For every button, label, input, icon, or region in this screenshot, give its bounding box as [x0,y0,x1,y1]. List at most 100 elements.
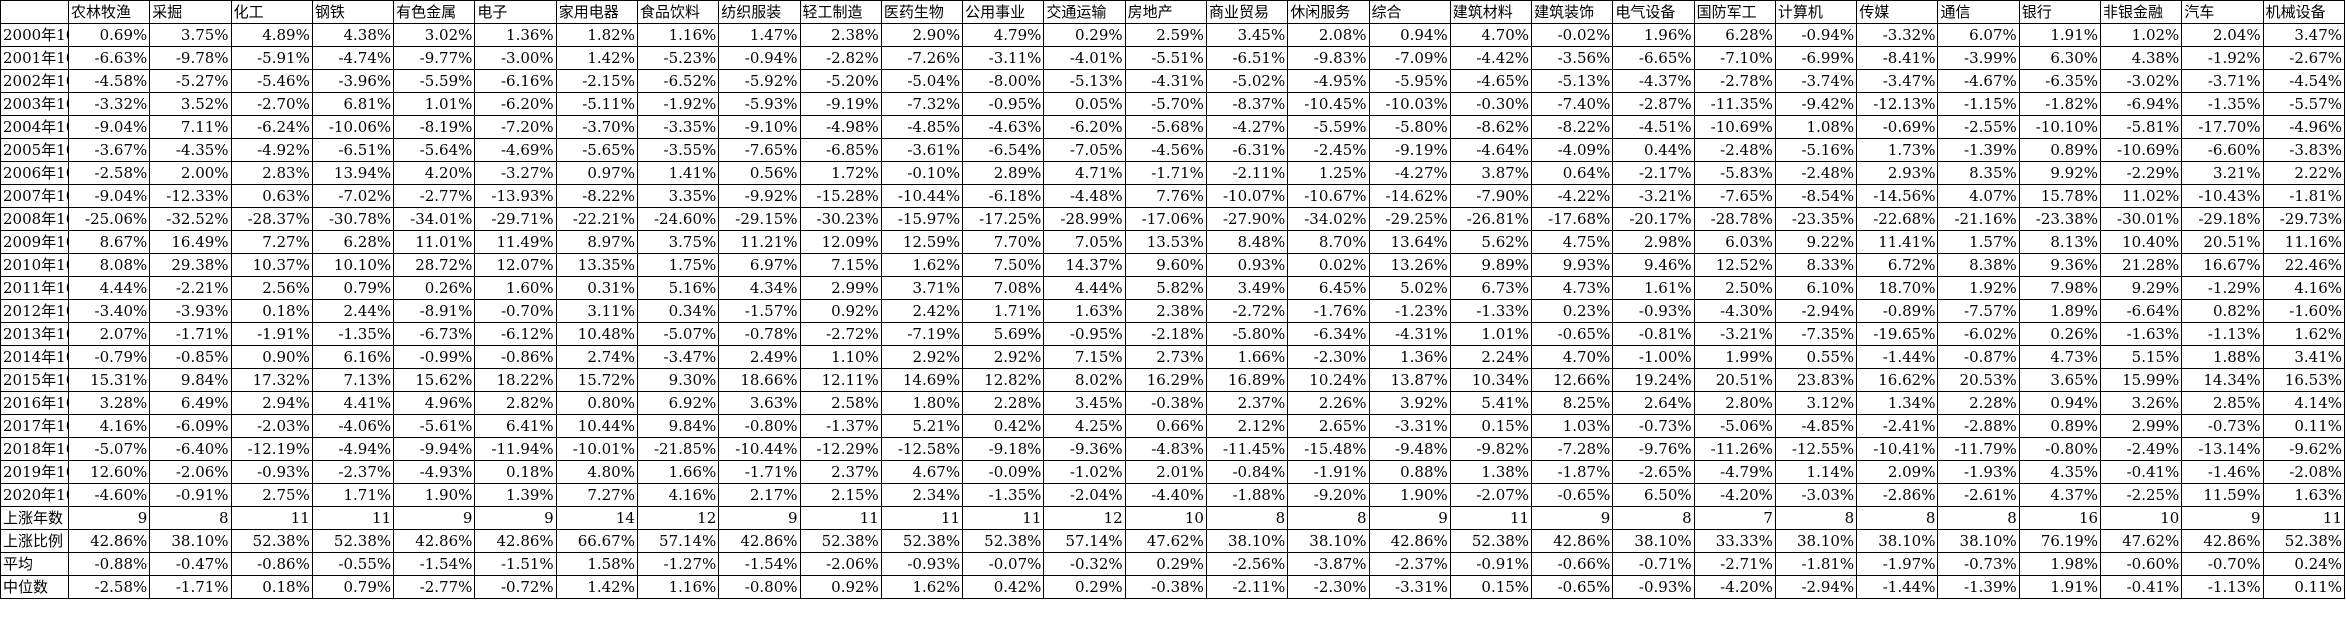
value-cell: 18.66% [718,368,801,392]
row-label: 2014年10月 [0,345,69,369]
column-header: 商业贸易 [1205,0,1289,24]
value-cell: -1.57% [718,299,801,323]
value-cell: 7.15% [1043,345,1126,369]
row-label: 2016年10月 [0,391,69,415]
summary-cell: 42.86% [1368,529,1451,553]
value-cell: 6.92% [636,391,720,415]
value-cell: 12.11% [799,368,882,392]
value-cell: 3.45% [1205,23,1289,47]
value-cell: -3.56% [1531,46,1614,70]
column-header: 钢铁 [311,0,395,24]
value-cell: 5.41% [1449,391,1533,415]
value-cell: -5.20% [799,69,882,93]
summary-cell: 9 [2181,506,2264,530]
value-cell: 4.75% [1531,230,1614,254]
value-cell: 3.63% [718,391,801,415]
value-cell: -9.82% [1449,437,1533,461]
value-cell: 1.01% [1449,322,1533,346]
value-cell: 2.17% [718,483,801,507]
value-cell: 4.73% [1531,276,1614,300]
value-cell: -29.18% [2181,207,2264,231]
column-header: 汽车 [2181,0,2264,24]
summary-cell: 66.67% [555,529,638,553]
data-row: 2004年10月-9.04%7.11%-6.24%-10.06%-8.19%-7… [0,115,2346,139]
value-cell: 12.59% [880,230,964,254]
value-cell: 3.21% [2181,161,2264,185]
value-cell: -13.14% [2181,437,2264,461]
value-cell: 6.73% [1449,276,1533,300]
value-cell: 6.72% [1856,253,1939,277]
data-row: 2010年10月8.08%29.38%10.37%10.10%28.72%12.… [0,253,2346,277]
value-cell: 2.01% [1124,460,1207,484]
value-cell: -1.13% [2181,322,2264,346]
value-cell: 2.04% [2181,23,2264,47]
value-cell: -6.16% [474,69,557,93]
summary-cell: 42.86% [2181,529,2264,553]
value-cell: 6.81% [311,92,395,116]
value-cell: -1.23% [1368,299,1451,323]
value-cell: -0.79% [67,345,151,369]
data-row: 2012年10月-3.40%-3.93%0.18%2.44%-8.91%-0.7… [0,299,2346,323]
value-cell: -0.81% [1612,322,1695,346]
value-cell: -0.95% [1043,322,1126,346]
value-cell: -27.90% [1205,207,1289,231]
value-cell: 13.94% [311,161,395,185]
column-header: 综合 [1368,0,1451,24]
value-cell: -3.31% [1368,414,1451,438]
value-cell: 11.02% [2100,184,2183,208]
value-cell: 7.08% [962,276,1045,300]
value-cell: -5.80% [1205,322,1289,346]
value-cell: 28.72% [393,253,476,277]
row-label: 2005年10月 [0,138,69,162]
value-cell: 0.44% [1612,138,1695,162]
summary-cell: 42.86% [718,529,801,553]
value-cell: 4.73% [2018,345,2102,369]
value-cell: -5.11% [555,92,638,116]
header-row: 农林牧渔 采掘 化工 钢铁 有色金属 电子 家用电器 食品饮料 纺织服装 轻工制造 医药生物 公用事业… [0,0,2346,24]
value-cell: 12.82% [962,368,1045,392]
value-cell: 2.38% [1124,299,1207,323]
value-cell: 2.28% [1937,391,2020,415]
value-cell: 12.07% [474,253,557,277]
value-cell: -3.02% [2100,69,2183,93]
value-cell: -28.37% [230,207,313,231]
value-cell: -8.54% [1774,184,1858,208]
value-cell: -1.93% [1937,460,2020,484]
value-cell: -12.58% [880,437,964,461]
summary-cell: 11 [962,506,1045,530]
value-cell: 12.66% [1531,368,1614,392]
value-cell: 9.89% [1449,253,1533,277]
column-header: 电气设备 [1612,0,1695,24]
value-cell: 6.28% [1693,23,1776,47]
column-header: 计算机 [1774,0,1858,24]
value-cell: 0.15% [1449,414,1533,438]
row-label: 2012年10月 [0,299,69,323]
summary-cell: -1.97% [1856,552,1939,576]
value-cell: -3.55% [636,138,720,162]
value-cell: 2.50% [1693,276,1776,300]
summary-cell: 47.62% [2100,529,2183,553]
value-cell: 1.01% [393,92,476,116]
summary-cell: -0.86% [230,552,313,576]
value-cell: 2.99% [2100,414,2183,438]
row-label: 2013年10月 [0,322,69,346]
value-cell: -12.29% [799,437,882,461]
column-header: 公用事业 [962,0,1045,24]
value-cell: 1.99% [1693,345,1776,369]
data-row: 2006年10月-2.58%2.00%2.83%13.94%4.20%-3.27… [0,161,2346,185]
column-header: 采掘 [149,0,232,24]
value-cell: -10.41% [1856,437,1939,461]
value-cell: 4.16% [2262,276,2346,300]
value-cell: 4.25% [1043,414,1126,438]
value-cell: 0.92% [799,299,882,323]
value-cell: -5.51% [1124,46,1207,70]
summary-cell: 1.58% [555,552,638,576]
value-cell: 3.52% [149,92,232,116]
column-header: 银行 [2018,0,2102,24]
value-cell: -9.04% [67,184,151,208]
value-cell: -1.71% [718,460,801,484]
value-cell: -2.82% [799,46,882,70]
value-cell: -0.95% [962,92,1045,116]
value-cell: 9.30% [636,368,720,392]
